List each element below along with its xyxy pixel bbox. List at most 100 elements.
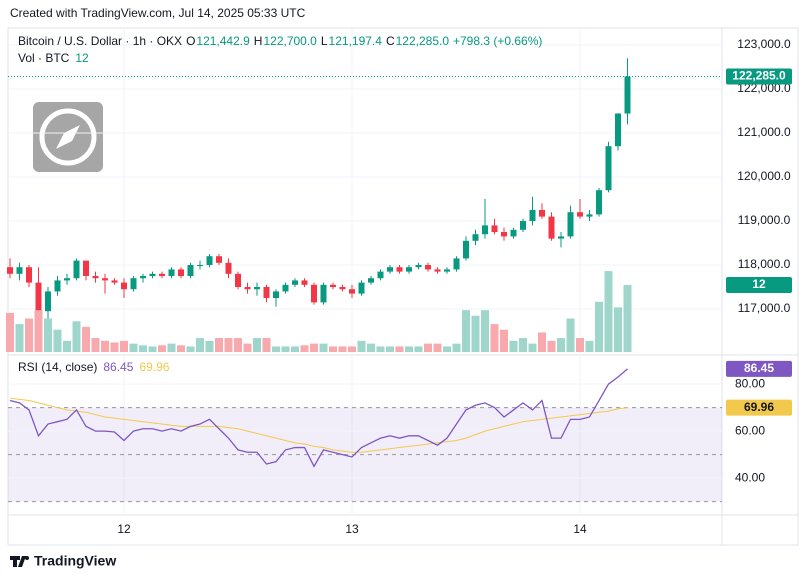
volume-bar [120, 340, 128, 352]
candle-body [159, 273, 165, 277]
volume-bar [148, 346, 157, 352]
candle-body [92, 276, 99, 279]
compass-icon [33, 102, 103, 172]
candle-body [178, 269, 184, 277]
volume-bar [253, 338, 261, 352]
volume-bar [462, 310, 470, 352]
volume-bar [338, 346, 347, 352]
volume-bar [139, 345, 147, 352]
volume-bar [623, 285, 632, 352]
volume-label-box [726, 277, 792, 294]
candle-body [187, 265, 194, 277]
legend-text: L [321, 34, 328, 48]
candle-body [349, 289, 355, 294]
candle-body [510, 229, 517, 237]
last-price-label-box [726, 68, 792, 85]
volume-bar [357, 340, 366, 352]
volume-bar [424, 343, 432, 352]
volume-bar [262, 338, 271, 352]
volume-bar [205, 340, 214, 352]
volume-bar [595, 301, 603, 352]
legend-text: Vol · BTC [18, 51, 70, 65]
volume-bar [452, 343, 461, 352]
candle-body [434, 269, 441, 272]
volume-bar [281, 346, 290, 352]
candle-body [396, 267, 403, 272]
candle-body [586, 214, 593, 217]
volume-label: 12 [752, 277, 766, 291]
legend-text: 122,285.0 [396, 34, 450, 48]
candle-body [26, 267, 32, 283]
y-tick-label: 122,000.0 [737, 81, 791, 95]
candle-body [339, 287, 346, 290]
volume-bar [158, 345, 166, 352]
volume-bar [319, 343, 328, 352]
candle-body [45, 291, 51, 312]
legend-text: 121,442.9 [196, 34, 250, 48]
volume-bar [82, 326, 90, 352]
candle-body [235, 273, 241, 288]
volume-bar [471, 315, 480, 352]
frame [7, 27, 799, 546]
y-tick-label: 123,000.0 [737, 37, 791, 51]
candle-body [263, 287, 270, 299]
volume-bar [63, 340, 71, 352]
candle-body [225, 262, 232, 274]
y-tick-label: 120,000.0 [737, 169, 791, 183]
marks [6, 58, 632, 468]
candle-body [596, 190, 602, 215]
legend-text: 12 [75, 51, 89, 65]
legend-text: 69.96 [139, 360, 169, 374]
candle-body [102, 278, 108, 281]
volume-bar [234, 338, 242, 352]
volume-bar [243, 343, 252, 352]
candle-body [520, 221, 526, 230]
candle-body [615, 113, 621, 147]
volume-bar [348, 346, 356, 352]
candle-body [482, 225, 488, 235]
volume-bar [101, 340, 109, 352]
footer-brand: TradingView [34, 553, 116, 569]
candle-body [149, 273, 156, 277]
legend-text: O [186, 34, 195, 48]
candle-body [453, 258, 460, 270]
rsi-value-label: 69.96 [744, 400, 774, 414]
volume-bar [224, 338, 233, 352]
candle-body [567, 212, 574, 237]
legend-text: H [254, 34, 263, 48]
rsi-value-label-box [726, 360, 792, 377]
volume-bar [490, 324, 499, 352]
x-tick-label: 14 [573, 522, 587, 536]
candle-body [254, 287, 260, 290]
y-tick-label: 121,000.0 [737, 125, 791, 139]
volume-bar [519, 338, 527, 352]
candle-body [54, 280, 61, 292]
candle-body [558, 236, 564, 239]
volume-bar [110, 342, 119, 352]
volume-bar [481, 310, 489, 352]
footer-logo [10, 556, 29, 567]
y-tick-label: 40.00 [735, 470, 765, 484]
candle-body [377, 271, 384, 279]
volume-bar [395, 346, 404, 352]
candle-body [501, 232, 507, 237]
candle-body [140, 276, 146, 279]
legend-text: 122,700.0 [263, 34, 317, 48]
volume-bar [329, 346, 337, 352]
candle-body [624, 76, 631, 114]
candle-body [16, 267, 23, 274]
candle-body [130, 278, 137, 290]
rsi-value-label-box [726, 399, 792, 416]
volume-bar [186, 346, 195, 352]
candle-body [111, 280, 118, 283]
volume-bar [34, 310, 43, 352]
volume-bar [566, 318, 575, 352]
volume-bar [376, 346, 385, 352]
x-tick-label: 13 [345, 522, 359, 536]
candle-body [387, 267, 393, 272]
volume-bar [443, 346, 451, 352]
candle-body [548, 216, 555, 239]
legend-text: C [386, 34, 395, 48]
candle-body [292, 280, 298, 285]
